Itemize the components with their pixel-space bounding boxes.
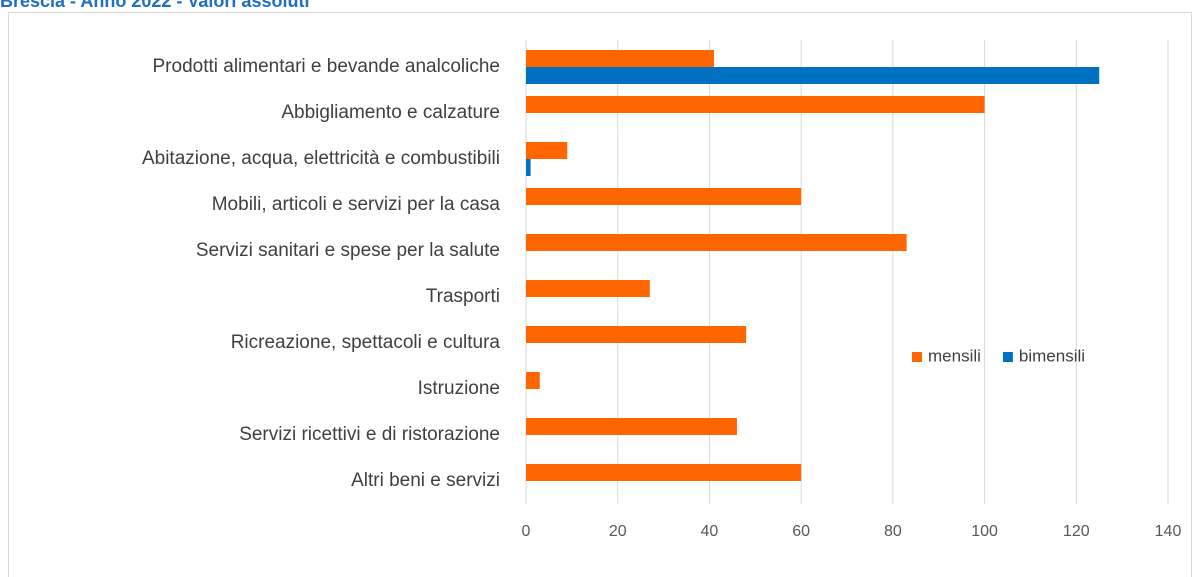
bar [526, 280, 650, 297]
bar [526, 464, 802, 481]
bar [526, 188, 802, 205]
legend-swatch [1002, 352, 1013, 362]
y-tick-label: Prodotti alimentari e bevande analcolich… [153, 56, 501, 77]
legend-label: mensili [928, 346, 981, 365]
y-tick-label: Servizi ricettivi e di ristorazione [239, 424, 500, 445]
y-tick-label: Abbigliamento e calzature [281, 102, 500, 123]
y-tick-label: Abitazione, acqua, elettricità e combust… [142, 148, 500, 169]
bar [526, 50, 715, 67]
bar [526, 418, 737, 435]
x-tick-label: 140 [1155, 523, 1182, 540]
x-tick-label: 100 [971, 523, 998, 540]
x-tick-label: 120 [1063, 523, 1090, 540]
chart-frame [8, 12, 1192, 577]
x-tick-label: 80 [884, 523, 902, 540]
bar [526, 142, 568, 159]
y-tick-label: Istruzione [418, 378, 500, 399]
y-tick-label: Mobili, articoli e servizi per la casa [212, 194, 501, 215]
bar [526, 326, 747, 343]
bar [526, 372, 540, 389]
bar [526, 96, 985, 113]
legend-swatch [912, 352, 922, 362]
legend-label: bimensili [1019, 346, 1085, 365]
chart-title: Brescia - Anno 2022 - Valori assoluti [0, 0, 309, 11]
x-tick-label: 0 [522, 523, 531, 540]
x-tick-label: 40 [701, 523, 719, 540]
x-tick-label: 60 [792, 523, 810, 540]
y-tick-label: Servizi sanitari e spese per la salute [196, 240, 500, 261]
x-tick-label: 20 [609, 523, 627, 540]
bar [526, 234, 907, 251]
y-tick-label: Trasporti [426, 286, 500, 307]
bar [526, 67, 1100, 84]
bar [526, 159, 531, 176]
y-tick-label: Ricreazione, spettacoli e cultura [231, 332, 501, 353]
y-tick-label: Altri beni e servizi [351, 470, 500, 491]
